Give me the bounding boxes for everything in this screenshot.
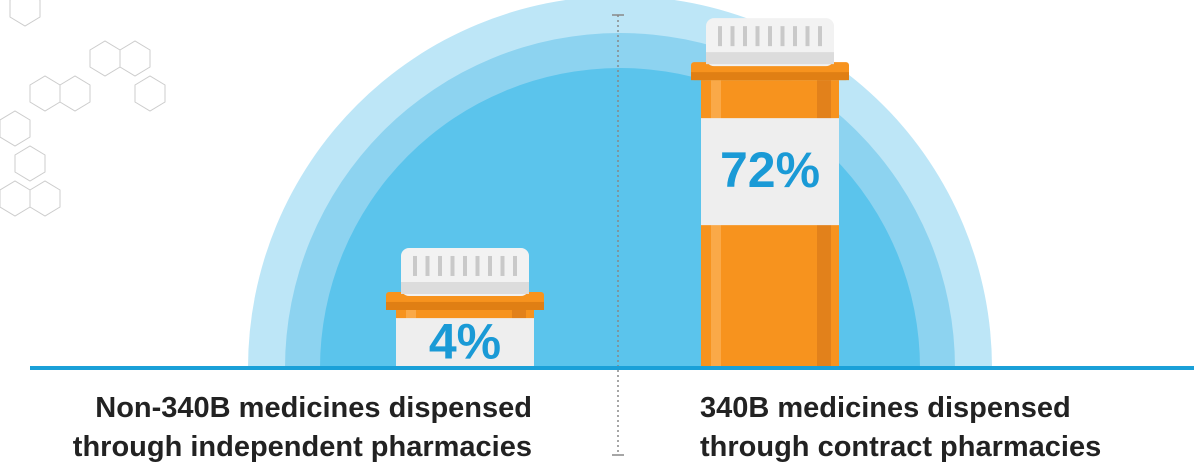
cap-rib (513, 255, 517, 276)
cap-rib (755, 26, 760, 47)
category-label: Non-340B medicines dispensed through ind… (72, 392, 532, 462)
cap-rib (805, 26, 810, 47)
cap-rib (718, 26, 722, 47)
cap-rib (413, 255, 417, 276)
cap-rib (450, 255, 455, 276)
cap-rib (793, 26, 797, 47)
cap-rib (425, 255, 430, 276)
bottle-cap-band (401, 281, 529, 294)
bottle-rim-shade (691, 72, 849, 81)
cap-rib (818, 26, 822, 47)
bottle-label (701, 118, 839, 226)
cap-rib (475, 255, 480, 276)
value-label: 4% (429, 313, 501, 369)
hexagon-decoration (0, 0, 166, 217)
cap-rib (438, 255, 442, 276)
category-label: 340B medicines dispensed through contrac… (700, 392, 1102, 462)
cap-rib (768, 26, 772, 47)
cap-rib (488, 255, 492, 276)
value-label: 72% (720, 142, 820, 198)
cap-rib (780, 26, 785, 47)
cap-rib (500, 255, 505, 276)
bottle-cap-band (706, 52, 834, 65)
bottle-label (396, 318, 534, 368)
bottle-rim-shade (386, 301, 544, 310)
cap-rib (730, 26, 735, 47)
cap-rib (463, 255, 467, 276)
cap-rib (743, 26, 747, 47)
